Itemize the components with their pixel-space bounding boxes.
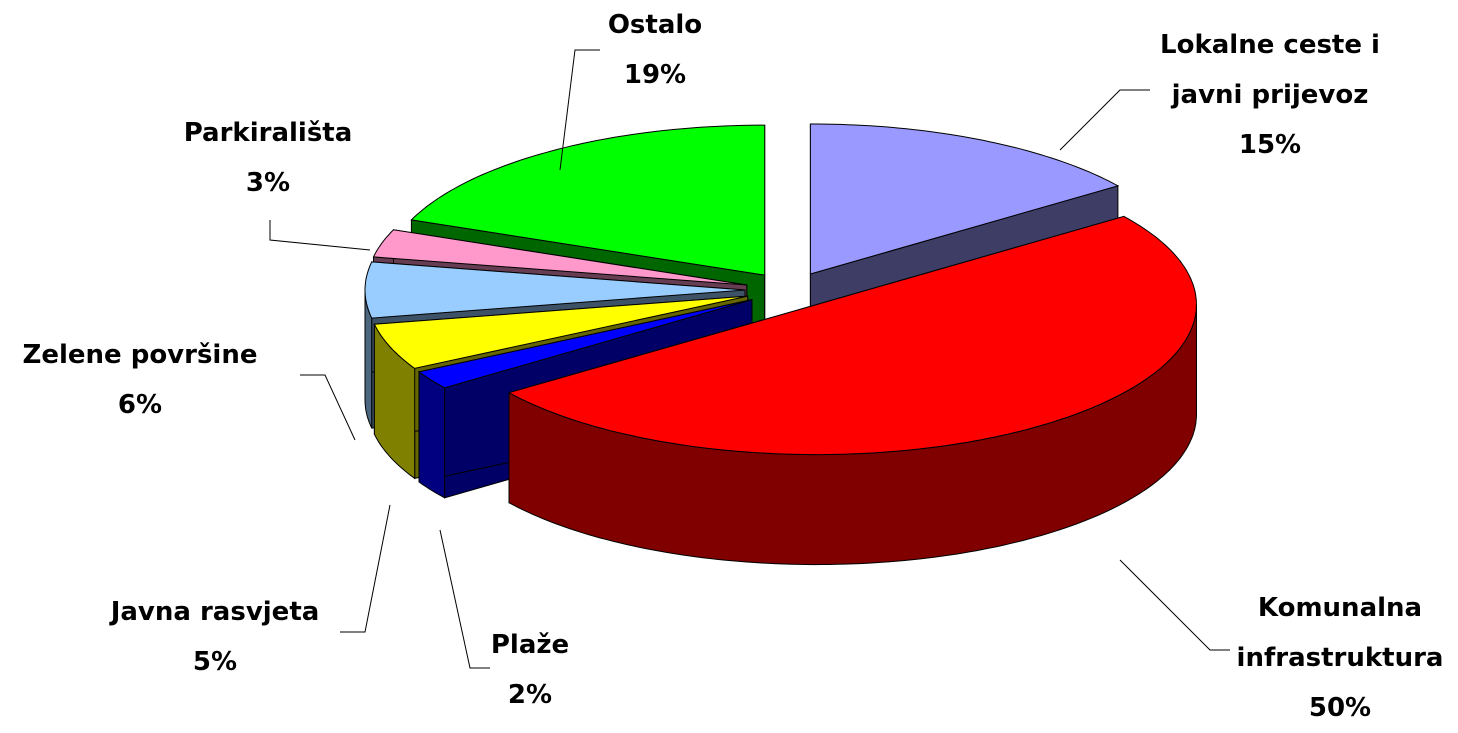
leader-lines	[269, 49, 1230, 669]
slice-percent: 5%	[192, 647, 238, 677]
leader-line	[1059, 89, 1150, 151]
data-label: Parkirališta 3%	[158, 108, 378, 208]
data-label: Komunalna infrastruktura 50%	[1220, 583, 1458, 733]
slice-top	[372, 229, 747, 286]
slice-percent: 15%	[1238, 130, 1302, 160]
data-label: Zelene površine 6%	[0, 330, 280, 430]
slice-percent: 19%	[623, 60, 687, 90]
slice-name: Komunalna infrastruktura	[1236, 593, 1444, 673]
slice	[507, 215, 1197, 566]
slice-name: Javna rasvjeta	[110, 597, 320, 627]
slice-top	[809, 123, 1120, 275]
chart	[269, 49, 1230, 669]
leader-line	[439, 529, 490, 669]
slice-name: Plaže	[490, 630, 570, 660]
page: (() => { const data = JSON.parse(documen…	[0, 0, 1444, 723]
slice-top	[364, 261, 746, 319]
slice-name: Zelene površine	[22, 340, 258, 370]
slice-top	[507, 215, 1197, 456]
slice-percent: 6%	[117, 390, 163, 420]
leader-line	[300, 374, 356, 441]
data-label: Javna rasvjeta 5%	[85, 587, 345, 687]
slice-percent: 2%	[507, 680, 553, 710]
slice-top	[417, 299, 753, 389]
slice-top	[373, 295, 748, 369]
leader-line	[269, 220, 371, 251]
slice-name: Ostalo	[607, 10, 703, 40]
data-label: Lokalne ceste i javni prijevoz 15%	[1140, 20, 1400, 170]
slice-name: Lokalne ceste i javni prijevoz	[1160, 30, 1380, 110]
slice-top	[410, 124, 766, 276]
slice-percent: 50%	[1308, 693, 1372, 723]
slice-name: Parkirališta	[183, 118, 353, 148]
data-label: Ostalo 19%	[575, 0, 735, 100]
leader-line	[1119, 559, 1230, 651]
slice-side	[418, 370, 446, 499]
leader-line	[559, 49, 600, 171]
data-label: Plaže 2%	[460, 620, 600, 720]
leader-line	[340, 504, 391, 633]
slice-percent: 3%	[245, 168, 291, 198]
